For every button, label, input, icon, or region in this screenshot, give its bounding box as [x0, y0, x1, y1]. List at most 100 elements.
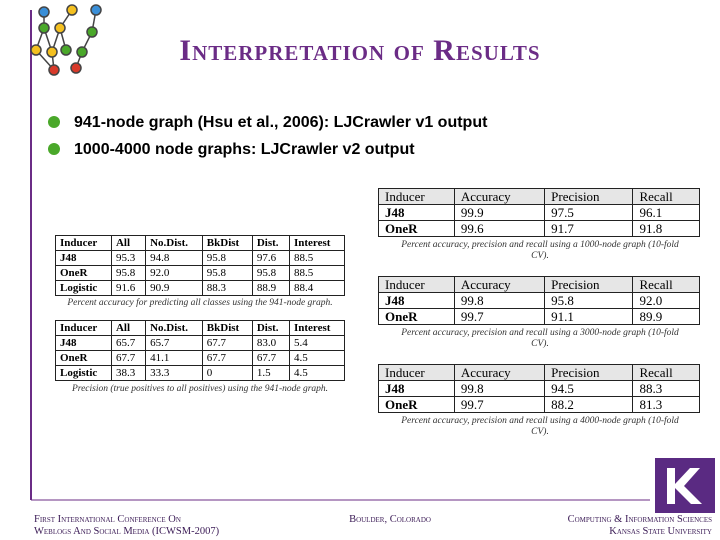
table-cell: 65.7: [110, 335, 147, 351]
table-cell: 88.5: [288, 265, 346, 281]
table-caption: Percent accuracy for predicting all clas…: [67, 298, 333, 308]
table-cell: 92.0: [632, 292, 700, 309]
data-table: Inducer Accuracy Precision Recall J48 99.9 97.…: [378, 188, 700, 237]
data-table: Inducer All No.Dist. BkDist Dist. Interest J48…: [55, 320, 346, 381]
column-header: BkDist: [201, 235, 253, 251]
table-cell: 67.7: [201, 350, 253, 366]
table-cell: 99.7: [453, 308, 546, 325]
slide-title: Interpretation of Results: [179, 34, 541, 67]
table-row: OneR 99.7 91.1 89.9: [378, 308, 700, 325]
footer-right: Computing & Information Sciences: [567, 514, 712, 525]
table-row: OneR 95.8 92.0 95.8 95.8 88.5: [55, 265, 346, 281]
footer-left: First International Conference On: [34, 514, 181, 525]
table-cell: 95.8: [251, 265, 290, 281]
table-cell: 65.7: [145, 335, 203, 351]
table-cell: 5.4: [288, 335, 346, 351]
table-cell: 83.0: [251, 335, 290, 351]
column-header: Precision: [544, 188, 634, 205]
table-cell: OneR: [55, 350, 112, 366]
table-caption: Percent accuracy, precision and recall u…: [401, 416, 679, 437]
table-cell: 33.3: [145, 365, 203, 381]
column-header: Inducer: [55, 320, 112, 336]
header-row: Inducer Accuracy Precision Recall: [378, 364, 700, 381]
data-table: Inducer Accuracy Precision Recall J48 99.8 95.…: [378, 276, 700, 325]
graph-logo: [30, 4, 102, 76]
bullet: 941-node graph (Hsu et al., 2006): LJCra…: [48, 114, 487, 132]
table-cell: 89.9: [632, 308, 700, 325]
footer-right: Kansas State University: [609, 526, 712, 537]
table-cell: OneR: [55, 265, 112, 281]
table-caption: Percent accuracy, precision and recall u…: [401, 240, 679, 261]
table-cell: 67.7: [201, 335, 253, 351]
column-header: Dist.: [251, 320, 290, 336]
footer-center: Boulder, Colorado: [349, 514, 431, 525]
table-row: OneR 99.6 91.7 91.8: [378, 220, 700, 237]
table-cell: 95.8: [201, 250, 253, 266]
table-cell: OneR: [378, 220, 455, 237]
column-header: Interest: [288, 320, 346, 336]
column-header: Precision: [544, 364, 634, 381]
table-cell: 94.5: [544, 380, 634, 397]
data-table: Inducer Accuracy Precision Recall J48 99.8 94.…: [378, 364, 700, 413]
table-cell: 67.7: [251, 350, 290, 366]
table-cell: 88.9: [251, 280, 290, 296]
table-cell: 99.8: [453, 292, 546, 309]
table-cell: 88.3: [632, 380, 700, 397]
table-row: OneR 67.7 41.1 67.7 67.7 4.5: [55, 350, 346, 366]
table-cell: 38.3: [110, 365, 147, 381]
table-row: OneR 99.7 88.2 81.3: [378, 396, 700, 413]
table-row: J48 99.9 97.5 96.1: [378, 204, 700, 221]
table-cell: 81.3: [632, 396, 700, 413]
column-header: Accuracy: [453, 364, 546, 381]
table-caption: Percent accuracy, precision and recall u…: [401, 328, 679, 349]
table-cell: 99.7: [453, 396, 546, 413]
header-row: Inducer All No.Dist. BkDist Dist. Interest: [55, 320, 346, 336]
table-cell: 88.2: [544, 396, 634, 413]
table-cell: Logistic: [55, 365, 112, 381]
column-header: Inducer: [378, 188, 455, 205]
table-cell: 88.3: [201, 280, 253, 296]
table-cell: 95.8: [544, 292, 634, 309]
table-cell: 99.9: [453, 204, 546, 221]
table-cell: 1.5: [251, 365, 290, 381]
table-cell: 88.4: [288, 280, 346, 296]
table-cell: 94.8: [145, 250, 203, 266]
table-row: Logistic 38.3 33.3 0 1.5 4.5: [55, 365, 346, 381]
column-header: All: [110, 235, 147, 251]
table-cell: 88.5: [288, 250, 346, 266]
table-cell: 99.8: [453, 380, 546, 397]
table-row: J48 99.8 94.5 88.3: [378, 380, 700, 397]
table-cell: 97.6: [251, 250, 290, 266]
column-header: Inducer: [378, 364, 455, 381]
table-cell: 96.1: [632, 204, 700, 221]
column-header: Inducer: [55, 235, 112, 251]
table-cell: Logistic: [55, 280, 112, 296]
table-cell: 91.8: [632, 220, 700, 237]
table-row: J48 65.7 65.7 67.7 83.0 5.4: [55, 335, 346, 351]
column-header: Accuracy: [453, 188, 546, 205]
table-cell: 91.6: [110, 280, 147, 296]
column-header: BkDist: [201, 320, 253, 336]
table-cell: 4.5: [288, 350, 346, 366]
column-header: All: [110, 320, 147, 336]
table-cell: J48: [378, 292, 455, 309]
bullet-dot: [48, 116, 60, 128]
column-header: Accuracy: [453, 276, 546, 293]
header-row: Inducer All No.Dist. BkDist Dist. Interest: [55, 235, 346, 251]
table-cell: 95.3: [110, 250, 147, 266]
table-cell: 41.1: [145, 350, 203, 366]
table-cell: 99.6: [453, 220, 546, 237]
header-row: Inducer Accuracy Precision Recall: [378, 188, 700, 205]
column-header: Precision: [544, 276, 634, 293]
table-cell: 97.5: [544, 204, 634, 221]
table-cell: J48: [378, 380, 455, 397]
table-cell: 67.7: [110, 350, 147, 366]
table-cell: 92.0: [145, 265, 203, 281]
table-caption: Precision (true positives to all positiv…: [71, 384, 329, 394]
table-row: J48 95.3 94.8 95.8 97.6 88.5: [55, 250, 346, 266]
bullet-dot: [48, 143, 60, 155]
bullet: 1000-4000 node graphs: LJCrawler v2 outp…: [48, 141, 415, 159]
header-row: Inducer Accuracy Precision Recall: [378, 276, 700, 293]
